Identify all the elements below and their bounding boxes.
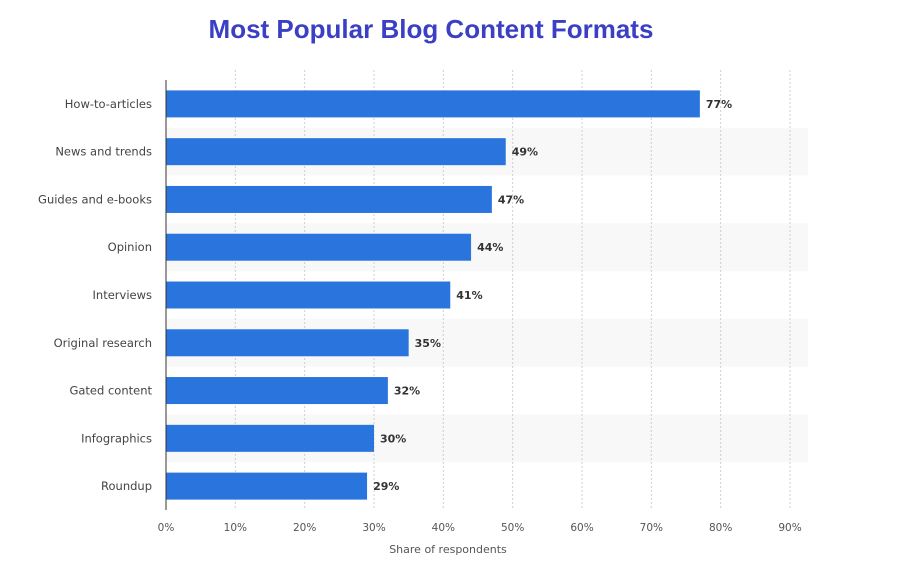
value-label: 30% — [380, 432, 406, 445]
x-tick-label: 90% — [778, 522, 801, 534]
bars — [166, 90, 700, 500]
category-label: Guides and e-books — [38, 192, 152, 206]
x-tick-label: 40% — [432, 522, 455, 534]
bar — [166, 424, 374, 452]
value-label: 49% — [512, 146, 538, 159]
bar — [166, 281, 451, 309]
category-label: Opinion — [108, 240, 152, 254]
tick-labels: 0% 10% 20% 30% 40% 50% 60% 70% 80% 90% — [158, 522, 802, 534]
bar — [166, 329, 409, 357]
bar — [166, 90, 700, 118]
category-label: How-to-articles — [65, 97, 152, 111]
x-axis-title: Share of respondents — [389, 543, 507, 556]
category-label: Infographics — [81, 431, 152, 445]
value-label: 47% — [498, 193, 524, 206]
value-label: 44% — [477, 241, 503, 254]
category-label: Interviews — [93, 288, 152, 302]
x-tick-label: 50% — [501, 522, 524, 534]
value-label: 32% — [394, 385, 420, 398]
category-labels: How-to-articles News and trends Guides and… — [38, 97, 152, 493]
chart-title: Most Popular Blog Content Formats — [208, 14, 654, 44]
bar — [166, 138, 506, 166]
bar — [166, 377, 388, 405]
x-tick-label: 80% — [709, 522, 732, 534]
category-label: Roundup — [101, 479, 152, 493]
x-tick-label: 10% — [224, 522, 247, 534]
category-label: Original research — [54, 336, 152, 350]
value-label: 35% — [415, 337, 441, 350]
category-label: Gated content — [69, 384, 152, 398]
value-label: 29% — [373, 480, 399, 493]
value-label: 41% — [456, 289, 482, 302]
bar — [166, 185, 492, 213]
x-tick-label: 0% — [158, 522, 175, 534]
x-tick-label: 70% — [640, 522, 663, 534]
value-label: 77% — [706, 98, 732, 111]
x-tick-label: 20% — [293, 522, 316, 534]
bar — [166, 233, 472, 261]
x-tick-label: 30% — [362, 522, 385, 534]
value-labels: 77% 49% 47% 44% 41% 35% 32% 30% 29% — [373, 98, 732, 493]
x-tick-label: 60% — [570, 522, 593, 534]
bar — [166, 472, 368, 500]
category-label: News and trends — [55, 145, 152, 159]
